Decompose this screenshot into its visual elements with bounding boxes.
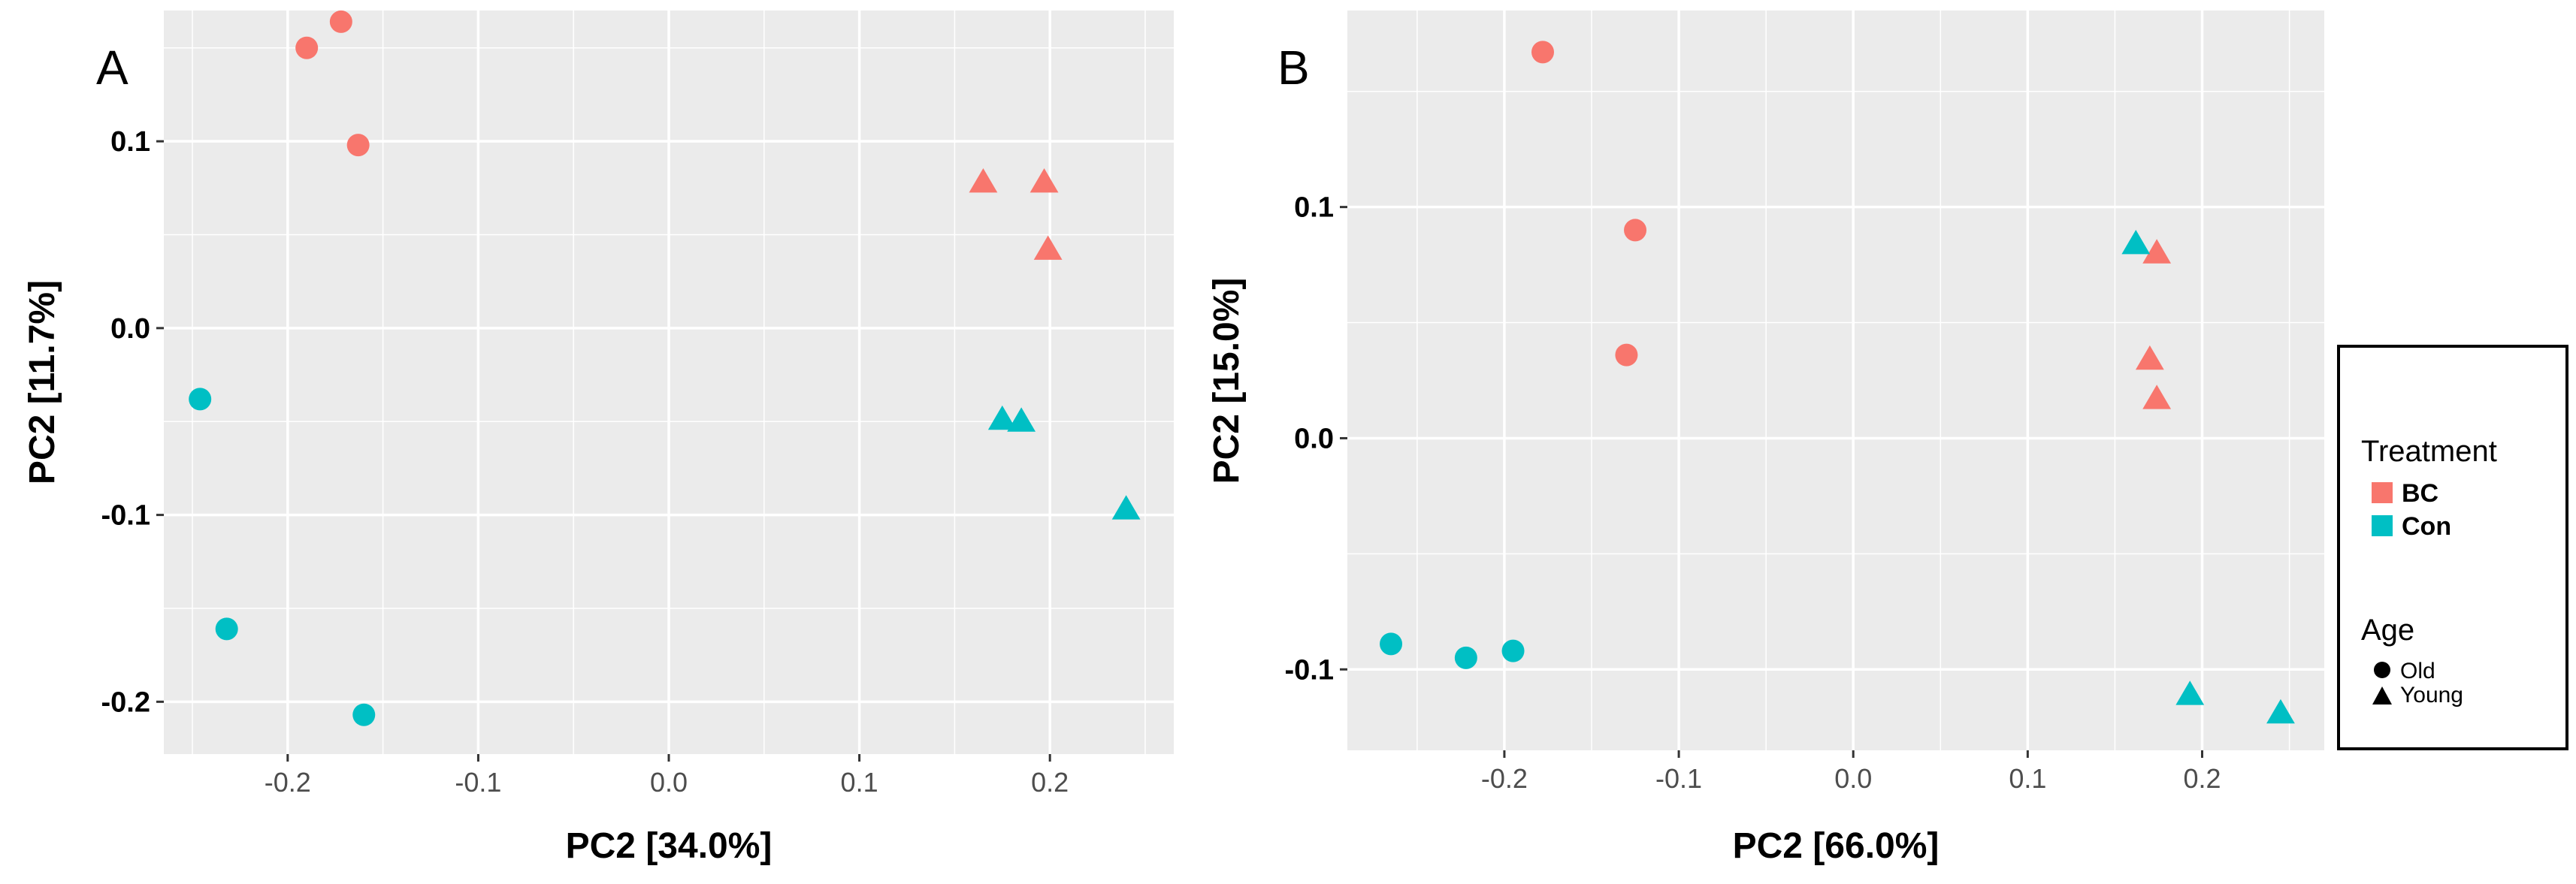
data-point-con-young [2266, 698, 2295, 724]
data-point-bc-old [1615, 343, 1638, 367]
x-axis-title: PC2 [34.0%] [566, 826, 772, 866]
y-axis-title: PC2 [11.7%] [23, 280, 62, 484]
data-point-bc-old [329, 10, 352, 33]
y-axis-title: PC2 [15.0%] [1207, 278, 1247, 484]
legend-triangle-icon [2372, 686, 2392, 704]
data-point-con-old [189, 388, 212, 411]
legend-label-bc: BC [2402, 479, 2438, 508]
legend-swatch-bc [2372, 482, 2393, 503]
data-point-con-young [987, 405, 1017, 430]
data-point-bc-old [1624, 219, 1647, 242]
data-point-con-young [2175, 680, 2205, 705]
y-tick-label: 0.1 [110, 126, 150, 158]
data-point-bc-old [1531, 41, 1554, 64]
x-tick-label: 0.1 [841, 767, 878, 798]
legend-swatch-con [2372, 515, 2393, 536]
data-point-bc-old [346, 134, 370, 157]
data-point-bc-old [295, 36, 319, 59]
x-tick-label: 0.2 [2183, 763, 2221, 794]
x-tick-label: 0.1 [2009, 763, 2046, 794]
panel-a: -0.2 -0.1 0.0 0.1 0.2 -0.2 -0.1 0.0 0.1 A PC2 [34.… [23, 10, 1174, 866]
y-tick-label: 0.1 [1294, 192, 1334, 224]
plot-panel-background [1347, 11, 2324, 750]
data-point-con-young [2121, 229, 2151, 255]
x-tick-label: -0.2 [265, 767, 311, 798]
legend-age-title: Age [2361, 614, 2414, 647]
x-tick-label: 0.0 [1834, 763, 1872, 794]
panel-label: B [1277, 41, 1310, 95]
data-point-con-young [1111, 495, 1141, 520]
y-tick-label: -0.1 [101, 500, 150, 532]
data-point-con-old [1454, 646, 1477, 669]
x-tick-label: -0.1 [455, 767, 501, 798]
legend: Treatment BC Con Age Old Young [2337, 345, 2568, 750]
y-tick-label: 0.0 [1294, 423, 1334, 454]
data-point-bc-young [1033, 235, 1063, 260]
legend-circle-icon [2374, 662, 2390, 678]
data-point-bc-young [2142, 385, 2172, 409]
data-point-con-old [352, 703, 376, 726]
x-tick-label: 0.0 [650, 767, 688, 798]
panel-b: -0.2 -0.1 0.0 0.1 0.2 -0.1 0.0 0.1 B PC2 [66.0%] P… [1207, 11, 2324, 866]
x-tick-label: 0.2 [1031, 767, 1069, 798]
legend-label-old: Old [2400, 659, 2435, 683]
x-tick-label: -0.1 [1655, 763, 1702, 794]
data-point-bc-young [2142, 239, 2172, 264]
y-tick-label: -0.2 [101, 686, 150, 718]
data-point-bc-young [969, 167, 998, 193]
panel-label: A [96, 41, 128, 95]
data-point-bc-young [2135, 345, 2164, 370]
x-tick-label: -0.2 [1481, 763, 1528, 794]
data-point-con-old [1380, 632, 1403, 656]
x-axis-title: PC2 [66.0%] [1733, 826, 1940, 866]
legend-box [2337, 345, 2568, 750]
y-tick-label: 0.0 [110, 313, 150, 345]
data-point-con-young [1007, 407, 1036, 432]
data-point-con-old [1501, 639, 1525, 662]
data-point-bc-young [1029, 167, 1059, 193]
legend-label-con: Con [2402, 512, 2451, 541]
y-tick-label: -0.1 [1285, 654, 1334, 686]
data-point-con-old [215, 617, 238, 641]
legend-treatment-title: Treatment [2361, 435, 2497, 468]
legend-label-young: Young [2400, 683, 2463, 708]
